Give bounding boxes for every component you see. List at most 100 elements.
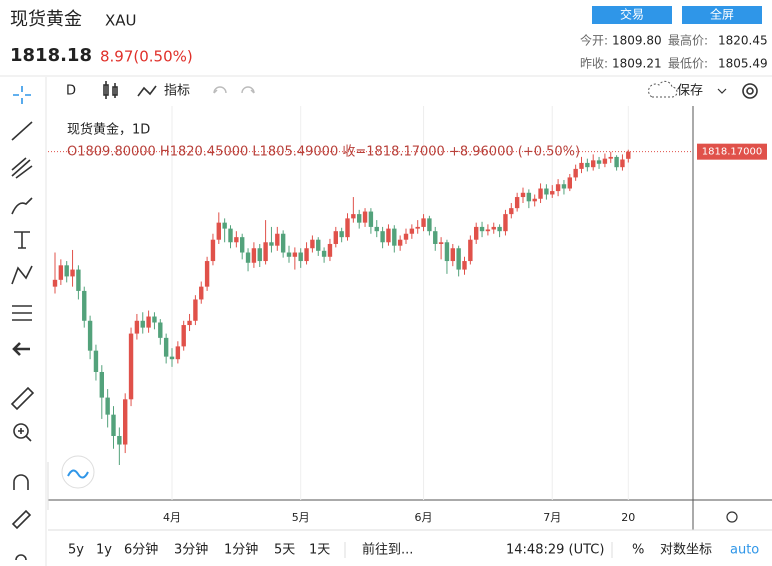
candle-body xyxy=(263,242,268,262)
candle-body xyxy=(228,228,233,243)
candle-body xyxy=(333,231,338,244)
text-tool[interactable] xyxy=(14,231,30,249)
trash-tool[interactable] xyxy=(15,554,27,561)
candle-body xyxy=(269,242,274,246)
prediction-tool[interactable] xyxy=(12,305,32,321)
candle-body xyxy=(626,151,631,159)
candle-body xyxy=(321,250,327,257)
candle-body xyxy=(403,233,409,240)
range-button[interactable]: 3分钟 xyxy=(174,542,208,558)
trend-line-tool[interactable] xyxy=(11,121,33,141)
fullscreen-button-label[interactable]: 全屏 xyxy=(710,7,734,22)
candle-body xyxy=(87,320,93,351)
candle-body xyxy=(427,218,432,232)
candle-body xyxy=(368,211,374,227)
candle-body xyxy=(58,265,64,280)
candle-body xyxy=(591,160,596,168)
indicator-icon[interactable] xyxy=(137,85,157,97)
x-tick-label: 5月 xyxy=(292,511,310,524)
goto-button[interactable]: 前往到... xyxy=(362,542,413,558)
lock-tool[interactable] xyxy=(11,509,32,530)
candle-body xyxy=(602,158,608,164)
candle-body xyxy=(181,325,186,347)
pattern-tool[interactable] xyxy=(11,265,33,285)
cloud-icon[interactable] xyxy=(648,80,678,98)
candle-body xyxy=(64,265,69,277)
undo-icon[interactable] xyxy=(213,86,227,94)
zoom-tool[interactable] xyxy=(13,423,29,439)
range-button[interactable]: 1分钟 xyxy=(224,542,258,558)
candle-body xyxy=(362,211,368,223)
range-button[interactable]: 5y xyxy=(68,543,84,558)
candle-body xyxy=(380,231,385,243)
percent-button[interactable]: % xyxy=(632,543,644,558)
candle-body xyxy=(70,269,75,277)
auto-button[interactable]: auto xyxy=(730,543,759,558)
range-button[interactable]: 1y xyxy=(96,543,112,558)
candle-body xyxy=(550,191,555,195)
candle-body xyxy=(304,248,309,262)
range-button[interactable]: 5天 xyxy=(274,543,295,558)
candle-body xyxy=(298,252,303,262)
interval-button[interactable]: D xyxy=(66,84,76,99)
range-button[interactable]: 1天 xyxy=(309,543,330,558)
candle-body xyxy=(339,231,344,238)
candle-body xyxy=(608,156,613,159)
candle-body xyxy=(596,160,602,164)
candle-body xyxy=(503,214,508,232)
candle-body xyxy=(140,320,145,328)
range-button[interactable]: 6分钟 xyxy=(124,542,158,558)
x-tick-label: 7月 xyxy=(543,511,561,524)
candle-body xyxy=(386,228,391,243)
trade-button[interactable] xyxy=(592,6,672,24)
redo-icon[interactable] xyxy=(241,86,255,94)
candle-body xyxy=(397,239,403,246)
candle-body xyxy=(392,228,397,246)
brush-tool[interactable] xyxy=(11,197,33,215)
candle-body xyxy=(245,252,251,263)
candle-body xyxy=(134,320,140,334)
last-price-tag xyxy=(697,143,767,160)
indicators-button[interactable]: 指标 xyxy=(164,84,190,99)
candle-body xyxy=(456,248,461,270)
candle-body xyxy=(152,316,157,323)
candle-body xyxy=(117,435,122,445)
brand-logo xyxy=(61,455,95,489)
candle-body xyxy=(292,252,298,257)
stat-label: 最高价: xyxy=(668,33,708,48)
candle-body xyxy=(99,371,104,398)
candle-type-icon[interactable] xyxy=(103,81,118,99)
x-tick-label: 6月 xyxy=(415,511,433,524)
settings-icon-center xyxy=(746,87,754,95)
fib-tool[interactable] xyxy=(11,157,33,179)
candle-body xyxy=(327,243,333,257)
last-price-label: 1818.17000 xyxy=(702,147,762,158)
crosshair-tool[interactable] xyxy=(13,86,31,104)
candle-body xyxy=(485,229,491,232)
candle-body xyxy=(409,228,415,234)
stat-value: 1805.49 xyxy=(718,57,768,71)
save-menu-arrow[interactable] xyxy=(717,88,727,94)
magnet-tool[interactable] xyxy=(13,474,29,490)
candle-body xyxy=(163,337,169,357)
fullscreen-button[interactable] xyxy=(682,6,762,24)
log-button[interactable]: 对数坐标 xyxy=(660,543,712,558)
candle-body xyxy=(222,222,227,229)
back-tool[interactable] xyxy=(12,342,30,356)
settings-icon[interactable] xyxy=(742,83,758,99)
axis-settings-icon[interactable] xyxy=(726,511,738,523)
candle-body xyxy=(614,156,619,168)
candle-body xyxy=(105,397,110,415)
candle-body xyxy=(275,233,280,246)
candle-body xyxy=(280,233,286,253)
candle-body xyxy=(579,162,584,169)
candle-body xyxy=(468,239,473,262)
candle-body xyxy=(474,226,479,240)
drawing-tools xyxy=(10,86,35,561)
candle-body xyxy=(93,350,99,372)
trade-button-label[interactable]: 交易 xyxy=(620,7,644,22)
measure-tool[interactable] xyxy=(10,386,35,411)
x-tick-label: 4月 xyxy=(163,511,181,524)
candle-body xyxy=(573,168,578,178)
save-button[interactable]: 保存 xyxy=(677,84,703,99)
